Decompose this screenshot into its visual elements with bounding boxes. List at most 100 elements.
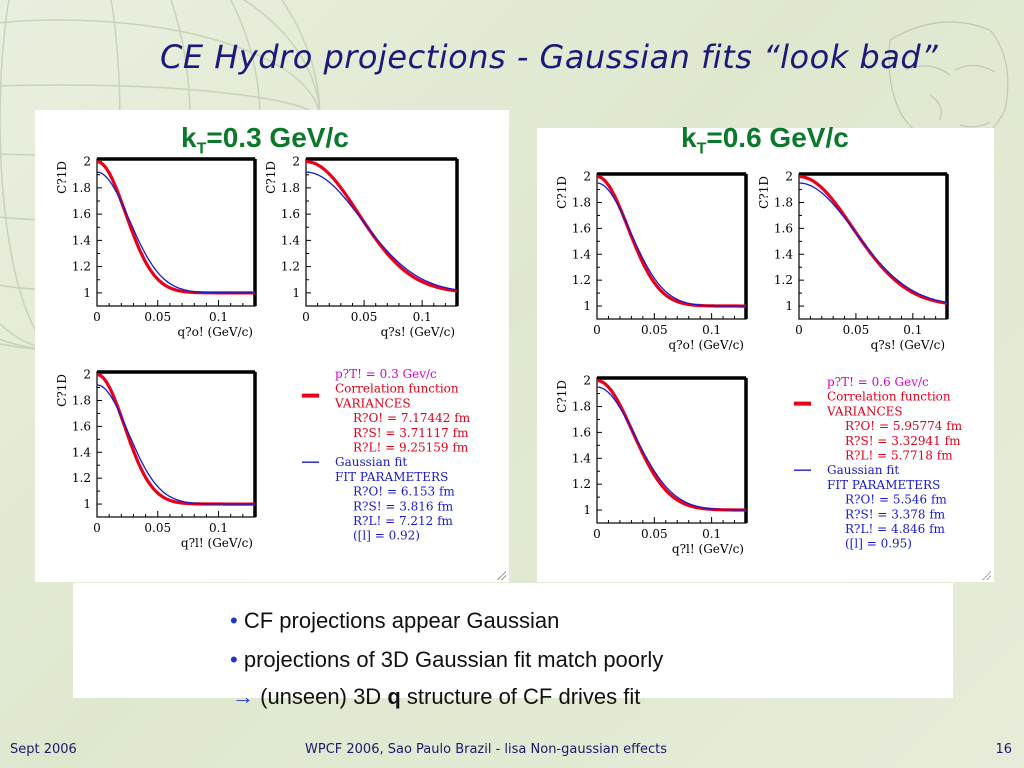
legend-entry: VARIANCES [826, 404, 903, 418]
plot-canvas-kt-0.6: 11.21.41.61.820 0.05 0.1q?o! (GeV/c)C?1D11… [555, 170, 963, 556]
x-tick-label: 0.05 [144, 521, 171, 535]
y-tick-label: 1 [583, 299, 591, 313]
gaussian-fit-line [96, 384, 255, 505]
y-tick-label: 1 [785, 299, 793, 313]
bullet-item: • CF projections appear Gaussian [230, 608, 560, 633]
legend-entry: R?L! = 5.7718 fm [845, 449, 953, 463]
bullet-icon: • [230, 647, 238, 672]
y-axis-label: C?1D [55, 161, 69, 194]
y-tick-label: 1.2 [281, 260, 300, 274]
plot-frame [596, 377, 747, 524]
y-tick-label: 2 [583, 170, 591, 184]
y-tick-label: 2 [292, 155, 300, 169]
legend-entry: Gaussian fit [827, 463, 899, 477]
x-tick-label: 0.05 [641, 527, 668, 541]
bullet-item: • projections of 3D Gaussian fit match p… [230, 647, 664, 672]
y-tick-label: 2 [583, 374, 591, 388]
kt-title-right: kT=0.6 GeV/c [681, 122, 849, 158]
y-tick-label: 1.8 [572, 195, 591, 209]
legend-entry: p?T! = 0.6 Gev/c [827, 375, 929, 389]
y-tick-label: 1.4 [72, 445, 91, 459]
y-tick-label: 1.2 [774, 273, 793, 287]
x-axis-label: q?o! (GeV/c) [178, 325, 253, 339]
x-tick-label: 0.1 [702, 323, 721, 337]
footer-conference: WPCF 2006, Sao Paulo Brazil - lisa Non-g… [305, 742, 668, 757]
x-tick-label: 0 [593, 323, 601, 337]
subplot: 1 1.2 1.4 1.6 1.8 2 0 0.05 0.1q?o! (GeV/c) C?1D [555, 170, 748, 352]
plot-frame [96, 158, 256, 307]
subplot: 1 1.2 1.4 1.6 1.8 2 0 0.05 0.1q?o! (GeV/c) C?1D [55, 155, 257, 339]
legend-entry: FIT PARAMETERS [335, 470, 448, 484]
gaussian-fit-line [799, 182, 948, 304]
resize-grip-icon[interactable] [981, 570, 991, 580]
y-tick-label: 1.4 [572, 247, 591, 261]
y-tick-label: 1 [83, 286, 91, 300]
correlation-function-line [596, 175, 746, 308]
legend-entry: R?S! = 3.71117 fm [353, 426, 469, 440]
legend-entry: R?L! = 4.846 fm [845, 522, 946, 536]
legend-entry: p?T! = 0.3 Gev/c [335, 367, 437, 381]
x-axis-label: q?s! (GeV/c) [381, 325, 455, 339]
plot-panel-kt-0.3: 1 1.2 1.4 1.6 1.8 2 0 0.05 0.1 q?o! (GeV/c) C?1D 1 1… [35, 110, 509, 582]
footer-page-number: 16 [995, 742, 1012, 757]
x-tick-label: 0 [302, 310, 310, 324]
subplot: 1 1.2 1.4 1.6 1.8 2 0 0.05 0.1q?s! (GeV/c) C?1D [757, 170, 949, 352]
subplot: 1 1.2 1.4 1.6 1.8 2 0 0.05 0.1q?l! (GeV/c) C?1D [555, 374, 748, 556]
y-tick-label: 2 [785, 170, 793, 184]
x-tick-label: 0.1 [702, 527, 721, 541]
kt-title-left: kT=0.3 GeV/c [181, 122, 349, 158]
legend-entry: R?O! = 6.153 fm [353, 485, 455, 499]
footer-date: Sept 2006 [10, 742, 77, 757]
correlation-function-line [596, 379, 746, 512]
gaussian-fit-line [597, 386, 746, 511]
gaussian-fit-line [96, 171, 255, 294]
y-tick-label: 1.6 [72, 419, 91, 433]
correlation-function-line [96, 373, 255, 506]
y-tick-label: 1 [292, 286, 300, 300]
subplot: 1 1.2 1.4 1.6 1.8 2 0 0.05 0.1q?l! (GeV/c) C?1D [55, 368, 257, 550]
y-tick-label: 2 [83, 155, 91, 169]
y-tick-label: 1.2 [72, 471, 91, 485]
x-tick-label: 0.05 [843, 323, 870, 337]
x-tick-label: 0.05 [641, 323, 668, 337]
y-tick-label: 1.4 [281, 233, 300, 247]
x-tick-label: 0 [93, 310, 101, 324]
y-tick-label: 1.6 [72, 207, 91, 221]
gaussian-fit-line [305, 171, 458, 291]
correlation-function-line [305, 160, 458, 293]
x-tick-label: 0.1 [903, 323, 922, 337]
notes-box [73, 583, 953, 698]
legend-entry: R?O! = 5.546 fm [845, 493, 947, 507]
y-tick-label: 1 [583, 503, 591, 517]
y-tick-label: 1.4 [572, 451, 591, 465]
x-axis-label: q?s! (GeV/c) [871, 338, 945, 352]
slide-title: CE Hydro projections - Gaussian fits “lo… [160, 38, 939, 76]
y-tick-label: 1.4 [774, 247, 793, 261]
y-tick-label: 1.2 [72, 260, 91, 274]
y-tick-label: 1.8 [774, 195, 793, 209]
legend-entry: ([l] = 0.92) [353, 529, 420, 543]
y-tick-label: 1.8 [72, 181, 91, 195]
x-tick-label: 0.1 [413, 310, 432, 324]
legend-entry: VARIANCES [334, 396, 411, 410]
y-tick-label: 1 [83, 497, 91, 511]
x-axis-label: q?l! (GeV/c) [672, 542, 744, 556]
x-axis-label: q?o! (GeV/c) [669, 338, 744, 352]
plot-canvas-kt-0.3: 1 1.2 1.4 1.6 1.8 2 0 0.05 0.1 q?o! (GeV/c) C?1D 1 1… [55, 155, 471, 550]
plot-frame [96, 371, 256, 518]
resize-grip-icon[interactable] [496, 570, 506, 580]
legend-entry: R?S! = 3.378 fm [845, 507, 946, 521]
legend-entry: Correlation function [827, 390, 951, 404]
y-tick-label: 1.6 [281, 207, 300, 221]
correlation-function-line [799, 175, 948, 305]
x-tick-label: 0 [795, 323, 803, 337]
x-tick-label: 0.1 [209, 521, 228, 535]
y-tick-label: 1.8 [72, 393, 91, 407]
y-axis-label: C?1D [264, 161, 278, 194]
legend-entry: R?S! = 3.32941 fm [845, 434, 961, 448]
legend-entry: ([l] = 0.95) [845, 537, 912, 551]
gaussian-fit-line [597, 182, 746, 307]
legend-entry: FIT PARAMETERS [827, 478, 940, 492]
